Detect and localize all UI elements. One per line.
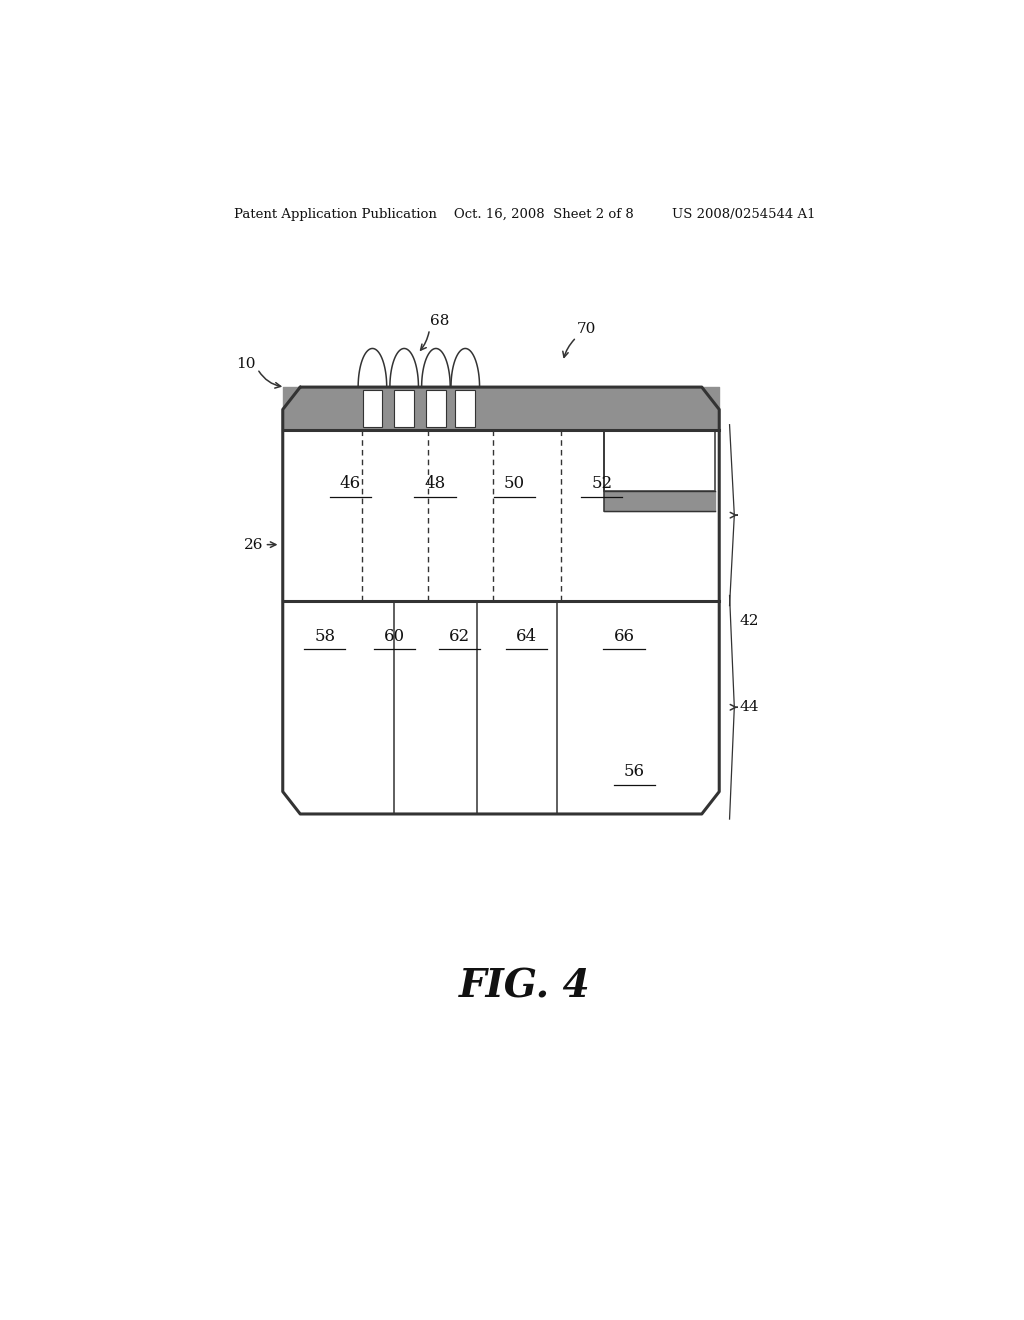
FancyArrowPatch shape [421, 331, 429, 350]
Text: 58: 58 [314, 627, 336, 644]
Text: 42: 42 [739, 614, 759, 628]
Bar [362, 391, 382, 426]
FancyArrowPatch shape [259, 371, 281, 388]
Text: 66: 66 [613, 627, 635, 644]
Text: 10: 10 [236, 356, 255, 371]
Text: 68: 68 [430, 314, 450, 329]
Bar [394, 391, 414, 426]
Bar [604, 430, 715, 491]
Text: 62: 62 [450, 627, 470, 644]
FancyArrowPatch shape [730, 512, 737, 517]
Text: 46: 46 [340, 475, 360, 492]
Text: 70: 70 [577, 322, 596, 337]
Text: Patent Application Publication    Oct. 16, 2008  Sheet 2 of 8         US 2008/02: Patent Application Publication Oct. 16, … [234, 207, 815, 220]
Text: 56: 56 [624, 763, 645, 780]
Text: FIG. 4: FIG. 4 [459, 968, 591, 1006]
Text: 26: 26 [244, 537, 263, 552]
Text: 44: 44 [739, 700, 759, 714]
FancyArrowPatch shape [267, 541, 275, 548]
FancyArrowPatch shape [730, 705, 737, 710]
Text: 48: 48 [425, 475, 445, 492]
Bar [456, 391, 475, 426]
Text: 64: 64 [516, 627, 537, 644]
FancyArrowPatch shape [563, 339, 574, 358]
Text: 60: 60 [384, 627, 406, 644]
Text: 52: 52 [591, 475, 612, 492]
Bar [426, 391, 445, 426]
Text: 50: 50 [504, 475, 525, 492]
